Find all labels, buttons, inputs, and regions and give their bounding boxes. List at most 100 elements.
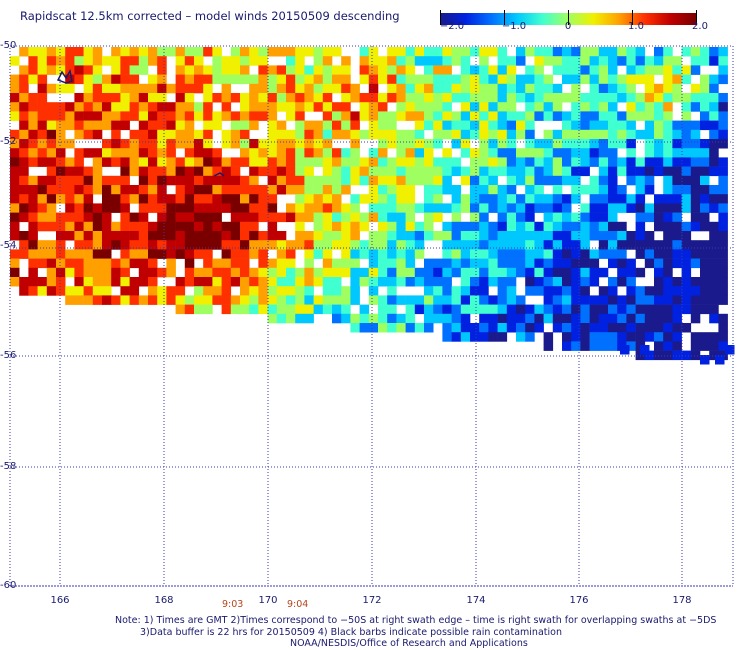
wind-cell bbox=[332, 258, 342, 269]
wind-cell bbox=[414, 129, 425, 140]
wind-cell bbox=[543, 332, 554, 342]
wind-cell bbox=[681, 120, 692, 131]
wind-cell bbox=[681, 304, 692, 315]
wind-cell bbox=[92, 111, 103, 121]
wind-cell bbox=[424, 56, 434, 66]
wind-cell bbox=[46, 194, 57, 204]
wind-cell bbox=[626, 295, 636, 305]
wind-cell bbox=[442, 267, 452, 278]
wind-cell bbox=[332, 185, 342, 195]
wind-cell bbox=[433, 139, 443, 149]
wind-cell bbox=[497, 313, 508, 324]
wind-cell bbox=[56, 221, 66, 232]
wind-cell bbox=[65, 221, 75, 232]
wind-cell bbox=[635, 65, 646, 75]
wind-cell bbox=[83, 74, 94, 85]
wind-cell bbox=[534, 139, 544, 149]
wind-cell bbox=[56, 212, 66, 223]
wind-cell bbox=[295, 194, 305, 204]
wind-cell bbox=[700, 332, 710, 342]
wind-cell bbox=[451, 120, 462, 131]
wind-cell bbox=[221, 295, 232, 305]
wind-cell bbox=[10, 83, 20, 94]
wind-cell bbox=[451, 212, 462, 223]
wind-cell bbox=[543, 148, 554, 158]
wind-cell bbox=[387, 295, 397, 305]
wind-cell bbox=[138, 93, 149, 103]
wind-cell bbox=[258, 277, 268, 287]
wind-cell bbox=[396, 157, 406, 167]
wind-cell bbox=[644, 157, 655, 167]
wind-cell bbox=[157, 74, 167, 85]
wind-cell bbox=[644, 139, 655, 149]
wind-cell bbox=[387, 120, 397, 131]
wind-cell bbox=[249, 304, 259, 315]
wind-cell bbox=[718, 157, 728, 167]
wind-cell bbox=[414, 221, 425, 232]
wind-cell bbox=[598, 166, 609, 177]
wind-cell bbox=[138, 102, 149, 112]
wind-cell bbox=[690, 194, 701, 204]
wind-cell bbox=[304, 175, 314, 186]
wind-cell bbox=[350, 139, 360, 149]
wind-cell bbox=[709, 102, 719, 112]
wind-cell bbox=[654, 286, 664, 296]
wind-cell bbox=[368, 74, 379, 85]
wind-cell bbox=[635, 323, 646, 333]
wind-cell bbox=[709, 93, 719, 103]
wind-cell bbox=[470, 295, 480, 305]
wind-cell bbox=[157, 231, 167, 241]
wind-cell bbox=[37, 56, 48, 66]
wind-cell bbox=[203, 93, 213, 103]
wind-cell bbox=[148, 295, 158, 305]
wind-cell bbox=[332, 212, 342, 223]
wind-cell bbox=[543, 129, 554, 140]
wind-cell bbox=[350, 175, 360, 186]
wind-cell bbox=[276, 267, 287, 278]
wind-cell bbox=[286, 249, 296, 259]
map-frame bbox=[9, 45, 734, 587]
wind-cell bbox=[451, 313, 462, 324]
wind-cell bbox=[102, 286, 112, 296]
wind-cell bbox=[129, 65, 140, 75]
wind-cell bbox=[663, 304, 673, 315]
wind-cell bbox=[442, 304, 452, 315]
wind-cell bbox=[424, 157, 434, 167]
wind-cell bbox=[598, 304, 609, 315]
wind-cell bbox=[359, 277, 370, 287]
wind-cell bbox=[368, 83, 379, 94]
wind-cell bbox=[525, 194, 535, 204]
wind-cell bbox=[378, 175, 388, 186]
wind-cell bbox=[102, 74, 112, 85]
wind-cell bbox=[212, 157, 222, 167]
wind-cell bbox=[313, 120, 324, 131]
wind-cell bbox=[424, 139, 434, 149]
wind-cell bbox=[460, 120, 471, 131]
wind-cell bbox=[102, 194, 112, 204]
wind-cell bbox=[516, 231, 526, 241]
wind-cell bbox=[506, 304, 517, 315]
wind-cell bbox=[212, 295, 222, 305]
wind-cell bbox=[10, 111, 20, 121]
wind-cell bbox=[166, 194, 176, 204]
wind-cell bbox=[368, 313, 379, 324]
wind-cell bbox=[516, 313, 526, 324]
wind-cell bbox=[92, 231, 103, 241]
wind-cell bbox=[709, 83, 719, 94]
wind-cell bbox=[19, 166, 29, 177]
wind-cell bbox=[470, 111, 480, 121]
wind-cell bbox=[10, 194, 20, 204]
wind-cell bbox=[83, 240, 94, 250]
wind-cell bbox=[304, 240, 314, 250]
wind-cell bbox=[543, 111, 554, 121]
wind-cell bbox=[516, 175, 526, 186]
wind-cell bbox=[414, 93, 425, 103]
lon-label: 174 bbox=[466, 595, 486, 606]
wind-cell bbox=[350, 249, 360, 259]
wind-cell bbox=[424, 83, 434, 94]
wind-cell bbox=[368, 65, 379, 75]
wind-cell bbox=[129, 277, 140, 287]
wind-cell bbox=[690, 249, 701, 259]
wind-cell bbox=[525, 47, 535, 57]
wind-cell bbox=[313, 129, 324, 140]
